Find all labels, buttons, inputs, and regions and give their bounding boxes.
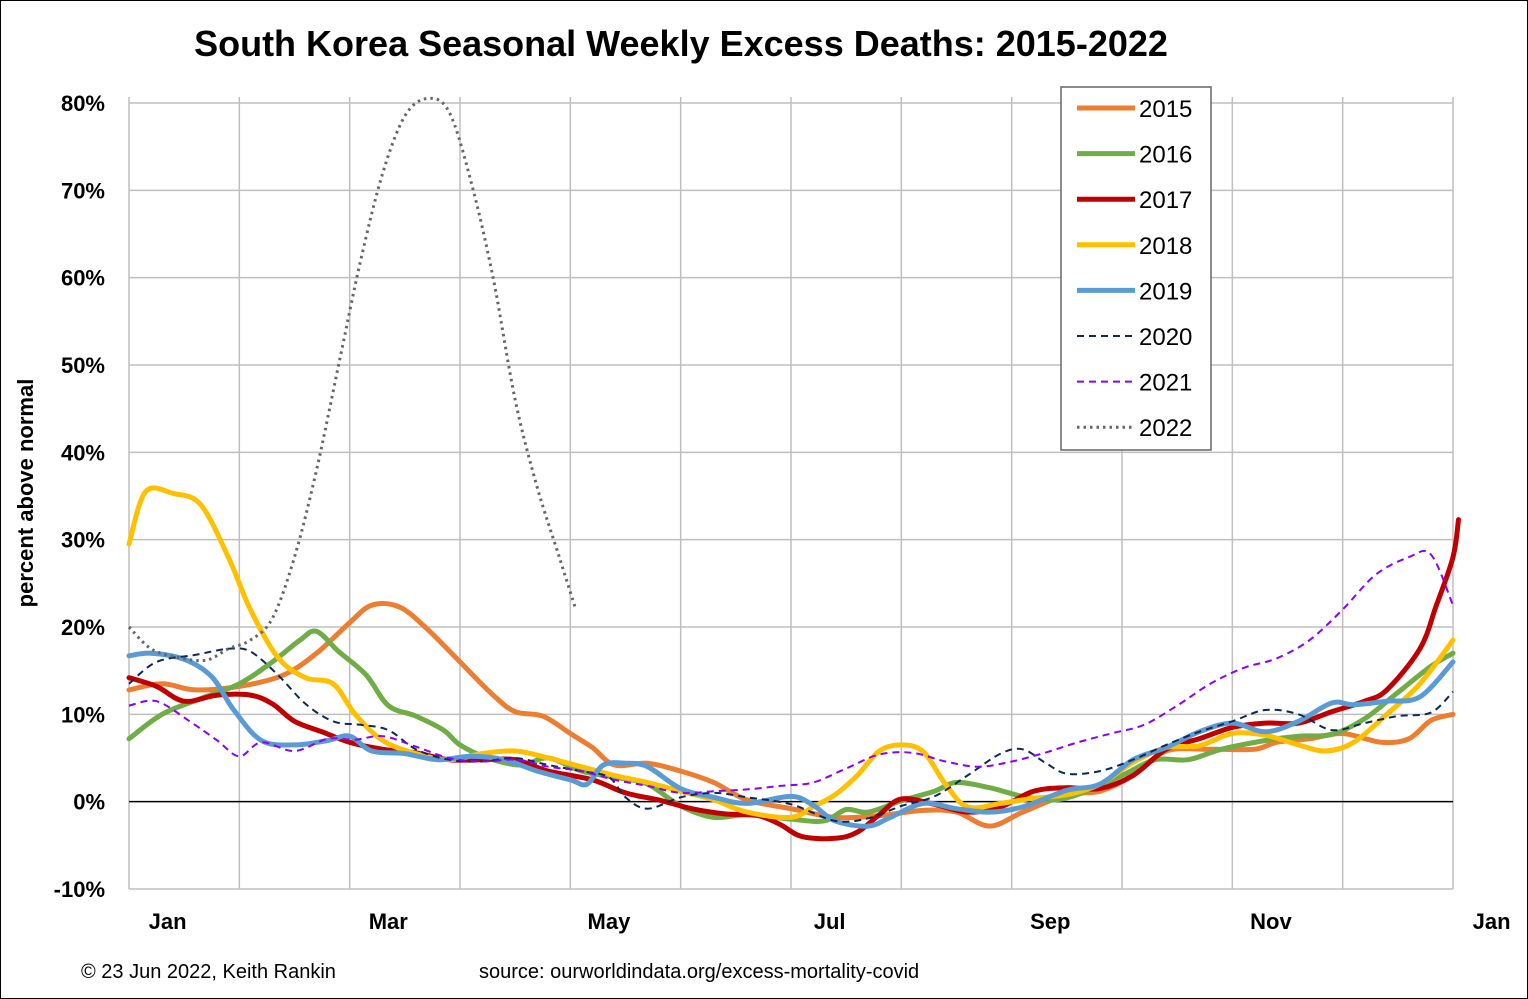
legend-label-2021: 2021 bbox=[1139, 370, 1192, 397]
chart-title: South Korea Seasonal Weekly Excess Death… bbox=[194, 23, 1168, 64]
series-line-2018 bbox=[126, 485, 1456, 821]
y-tick-label: 10% bbox=[61, 702, 105, 727]
legend-label-2022: 2022 bbox=[1139, 415, 1192, 442]
x-tick-label: Jul bbox=[814, 909, 846, 934]
x-tick-label: Jan bbox=[1473, 909, 1511, 934]
series-line-2021 bbox=[128, 549, 1454, 795]
y-tick-label: 50% bbox=[61, 353, 105, 378]
y-tick-label: 0% bbox=[73, 790, 105, 815]
footer-source: source: ourworldindata.org/excess-mortal… bbox=[479, 961, 919, 983]
y-tick-label: 20% bbox=[61, 615, 105, 640]
series-line-2020 bbox=[128, 647, 1454, 823]
legend-label-2020: 2020 bbox=[1139, 324, 1192, 351]
legend-box bbox=[1060, 86, 1212, 451]
x-tick-label: Sep bbox=[1030, 909, 1070, 934]
y-tick-label: 40% bbox=[61, 440, 105, 465]
gridlines bbox=[128, 97, 1454, 890]
legend: 2015 2016 2017 2018 2019 2020 2021 2022 bbox=[1060, 86, 1212, 451]
legend-items: 2015 2016 2017 2018 2019 2020 2021 2022 bbox=[1077, 96, 1192, 442]
legend-label-2018: 2018 bbox=[1139, 233, 1192, 260]
legend-label-2017: 2017 bbox=[1139, 187, 1192, 214]
y-tick-label: 80% bbox=[61, 91, 105, 116]
legend-label-2015: 2015 bbox=[1139, 96, 1192, 123]
legend-label-2016: 2016 bbox=[1139, 142, 1192, 169]
x-tick-label: Nov bbox=[1250, 909, 1292, 934]
x-tick-label: Mar bbox=[369, 909, 409, 934]
y-tick-label: -10% bbox=[54, 877, 105, 902]
y-tick-label: 30% bbox=[61, 528, 105, 553]
y-tick-label: 70% bbox=[61, 178, 105, 203]
series-line-2015 bbox=[126, 601, 1456, 829]
y-axis-label: percent above normal bbox=[13, 379, 38, 608]
x-tick-label: Jan bbox=[149, 909, 187, 934]
series-line-2022 bbox=[127, 96, 578, 663]
legend-label-2019: 2019 bbox=[1139, 278, 1192, 305]
footer-copyright: © 23 Jun 2022, Keith Rankin bbox=[81, 961, 336, 983]
series-lines bbox=[126, 96, 1461, 842]
y-tick-label: 60% bbox=[61, 266, 105, 291]
x-axis-ticks: Jan Mar May Jul Sep Nov Jan bbox=[149, 909, 1511, 934]
y-axis-ticks: -10% 0% 10% 20% 30% 40% 50% 60% 70% 80% bbox=[54, 91, 105, 902]
x-tick-label: May bbox=[588, 909, 632, 934]
